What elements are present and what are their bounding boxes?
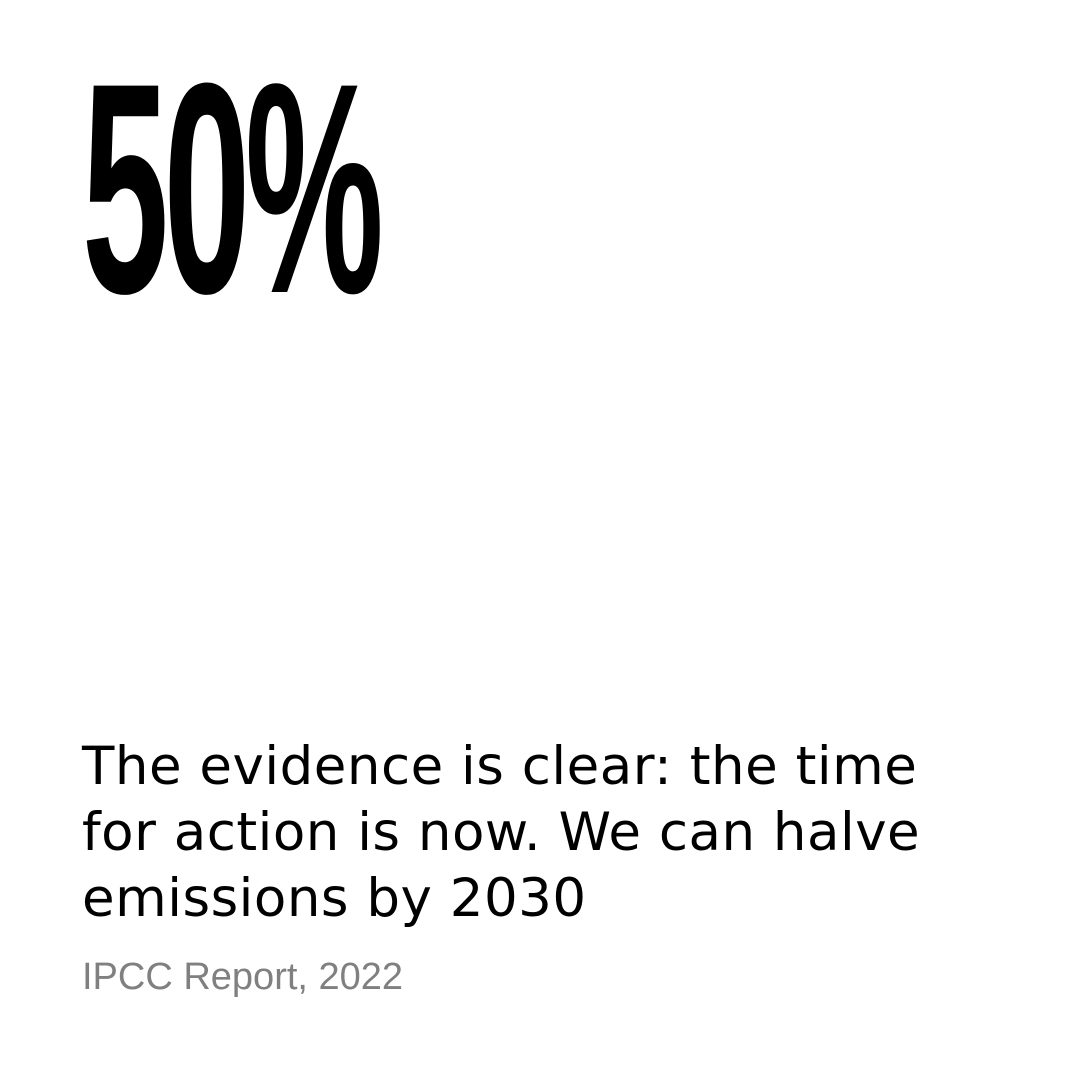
quote-text: The evidence is clear: the time for acti… [82,736,921,929]
quote-source: IPCC Report, 2022 [82,956,404,998]
statistic-value: 50% [82,20,384,356]
